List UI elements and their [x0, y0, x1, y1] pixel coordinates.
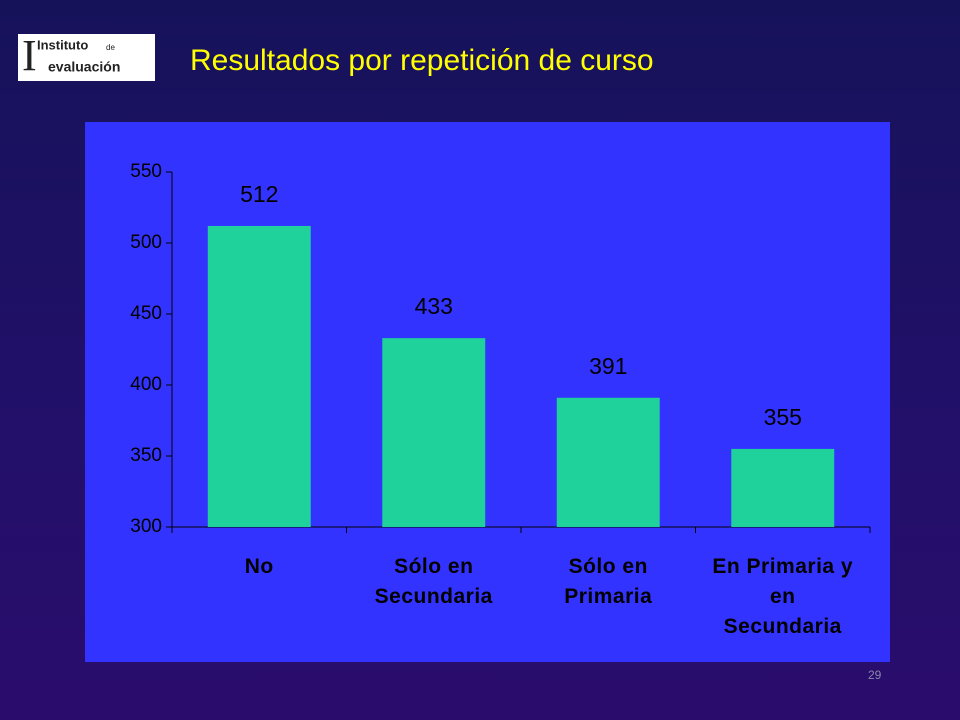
y-tick-label: 400: [130, 374, 162, 395]
x-tick-label: No: [244, 555, 274, 578]
logo-letter: I: [22, 31, 37, 80]
page-number: 29: [868, 668, 882, 682]
y-tick-label: 550: [130, 161, 162, 182]
value-label: 433: [415, 293, 453, 319]
x-tick-label: Sólo en Secundaria: [374, 555, 493, 608]
bar: [556, 397, 660, 527]
bar: [382, 338, 486, 527]
bar: [207, 225, 311, 527]
value-label: 355: [764, 404, 802, 430]
value-label: 512: [240, 181, 278, 207]
y-tick-label: 300: [130, 516, 162, 537]
logo-prep: de: [106, 43, 115, 52]
x-tick-label: En Primaria y en Secundaria: [712, 555, 854, 638]
y-tick-label: 350: [130, 445, 162, 466]
value-label: 391: [589, 353, 627, 379]
logo-box: [18, 34, 155, 81]
y-tick-label: 450: [130, 303, 162, 324]
chart-title: Resultados por repetición de curso: [190, 44, 654, 77]
logo-name: Instituto: [37, 37, 88, 52]
x-tick-label: Sólo en Primaria: [564, 555, 653, 608]
y-tick-label: 500: [130, 232, 162, 253]
logo-sub: evaluación: [48, 59, 120, 75]
bar: [731, 448, 835, 527]
